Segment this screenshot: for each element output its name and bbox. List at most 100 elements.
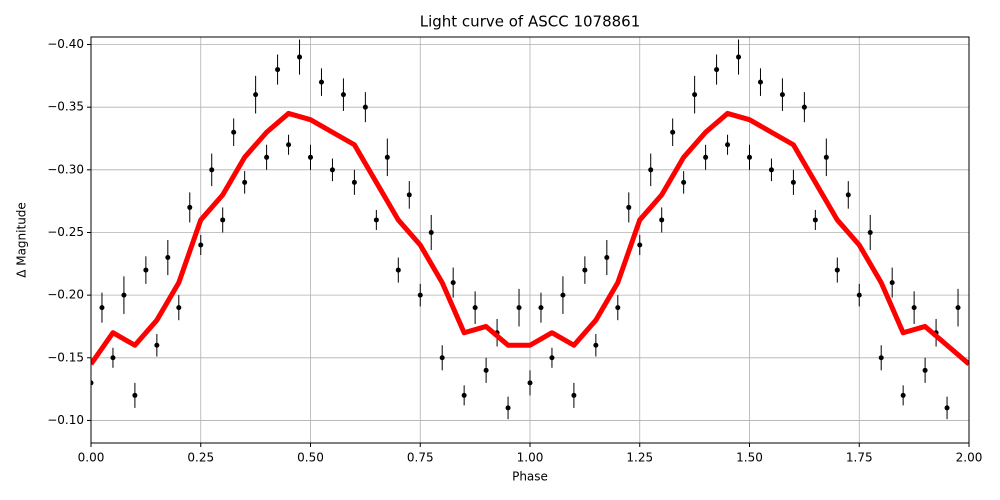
data-point: [703, 154, 709, 160]
data-point: [198, 242, 204, 248]
data-point: [297, 54, 303, 60]
data-point: [165, 255, 171, 261]
data-point: [428, 229, 434, 235]
data-point: [417, 292, 423, 298]
data-point: [922, 367, 928, 373]
chart-title: Light curve of ASCC 1078861: [420, 13, 641, 31]
plot-area: [91, 39, 969, 420]
data-point: [472, 305, 478, 311]
data-point: [747, 154, 752, 160]
data-point: [659, 217, 665, 223]
y-tick-label: −0.30: [47, 162, 84, 176]
data-point: [329, 167, 335, 173]
data-point: [911, 305, 917, 311]
data-point: [340, 92, 346, 98]
data-point: [275, 67, 281, 73]
data-point: [384, 154, 390, 160]
data-point: [154, 342, 160, 348]
data-point: [187, 204, 193, 210]
data-point: [845, 192, 851, 198]
x-axis-label: Phase: [512, 470, 548, 484]
data-point: [867, 229, 873, 235]
data-point: [209, 167, 215, 173]
data-point: [461, 392, 467, 398]
data-point: [242, 179, 248, 185]
y-tick-label: −0.25: [47, 225, 84, 239]
data-point: [483, 367, 489, 373]
y-tick-label: −0.15: [47, 350, 84, 364]
data-point: [264, 154, 270, 160]
data-point: [648, 167, 654, 173]
data-point: [91, 380, 94, 386]
data-point: [692, 92, 698, 98]
data-point: [593, 342, 599, 348]
data-point: [834, 267, 840, 273]
data-point: [505, 405, 511, 411]
data-point: [801, 104, 807, 110]
data-point: [604, 255, 610, 261]
data-point: [571, 392, 577, 398]
data-point: [768, 167, 774, 173]
x-tick-label: 1.00: [517, 451, 544, 465]
data-point: [231, 129, 237, 135]
y-axis-label: Δ Magnitude: [15, 202, 29, 278]
x-tick-label: 0.00: [78, 451, 105, 465]
data-point: [143, 267, 149, 273]
data-point: [176, 305, 182, 311]
y-tick-label: −0.40: [47, 37, 84, 51]
data-point: [560, 292, 566, 298]
x-tick-label: 0.75: [407, 451, 434, 465]
data-point: [582, 267, 588, 273]
y-tick-label: −0.20: [47, 288, 84, 302]
x-tick-label: 0.50: [297, 451, 324, 465]
y-tick-label: −0.10: [47, 413, 84, 427]
data-point: [406, 192, 412, 198]
data-point: [351, 179, 357, 185]
data-point: [308, 154, 313, 160]
data-point: [714, 67, 720, 73]
data-point: [681, 179, 687, 185]
x-tick-label: 1.75: [846, 451, 873, 465]
data-point: [637, 242, 643, 248]
data-point: [823, 154, 829, 160]
y-tick-label: −0.35: [47, 100, 84, 114]
x-tick-label: 2.00: [956, 451, 983, 465]
data-point: [812, 217, 818, 223]
data-point: [527, 380, 533, 386]
data-point: [878, 355, 884, 361]
data-point: [670, 129, 676, 135]
data-point: [132, 392, 138, 398]
data-point: [395, 267, 401, 273]
data-point: [955, 305, 961, 311]
data-point: [736, 54, 742, 60]
data-point: [889, 280, 895, 286]
model-curve: [91, 110, 969, 366]
data-point: [439, 355, 445, 361]
data-point: [318, 79, 324, 85]
data-point: [549, 355, 555, 361]
data-point: [220, 217, 226, 223]
data-point: [538, 305, 544, 311]
data-point: [286, 142, 292, 148]
data-point: [725, 142, 731, 148]
data-point: [626, 204, 632, 210]
data-point: [121, 292, 127, 298]
data-point: [900, 392, 906, 398]
data-point: [790, 179, 796, 185]
x-tick-label: 1.25: [626, 451, 653, 465]
data-point: [856, 292, 862, 298]
data-point: [516, 305, 522, 311]
plot-frame: [90, 36, 970, 444]
data-point: [110, 355, 116, 361]
data-point: [615, 305, 621, 311]
data-point: [373, 217, 379, 223]
x-tick-label: 1.50: [736, 451, 763, 465]
data-point: [757, 79, 763, 85]
data-point: [99, 305, 105, 311]
data-point: [450, 280, 456, 286]
data-point: [362, 104, 368, 110]
x-tick-label: 0.25: [187, 451, 214, 465]
data-point: [944, 405, 950, 411]
data-point: [779, 92, 785, 98]
